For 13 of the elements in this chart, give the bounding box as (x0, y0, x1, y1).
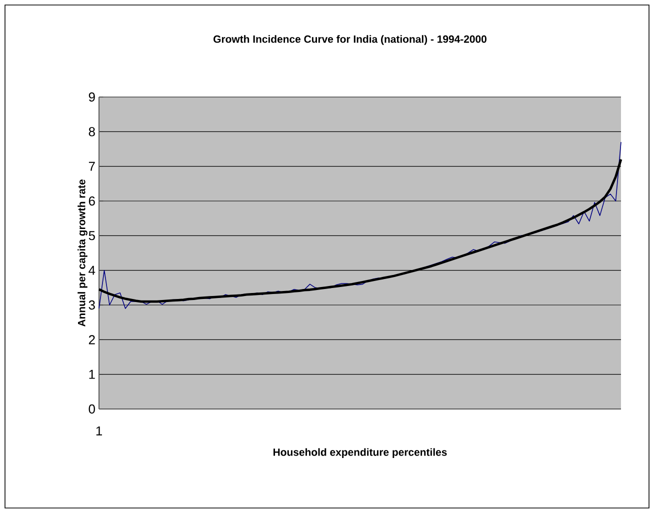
y-axis-title: Annual per capita growth rate (78, 180, 88, 327)
y-tick-label: 8 (88, 127, 95, 136)
y-tick-label: 5 (88, 231, 95, 240)
y-tick-label: 3 (88, 300, 95, 310)
chart-title: Growth Incidence Curve for India (national) - 1994-2000 (214, 35, 486, 45)
y-tick-label: 7 (88, 162, 95, 171)
x-axis-title: Household expenditure percentiles (274, 448, 447, 458)
y-tick-label: 1 (89, 370, 95, 379)
y-tick-label: 6 (88, 196, 95, 206)
y-tick-label: 0 (88, 404, 95, 414)
y-tick-label: 2 (88, 335, 95, 344)
y-tick-label: 9 (88, 92, 95, 102)
y-tick-label: 4 (88, 266, 96, 275)
